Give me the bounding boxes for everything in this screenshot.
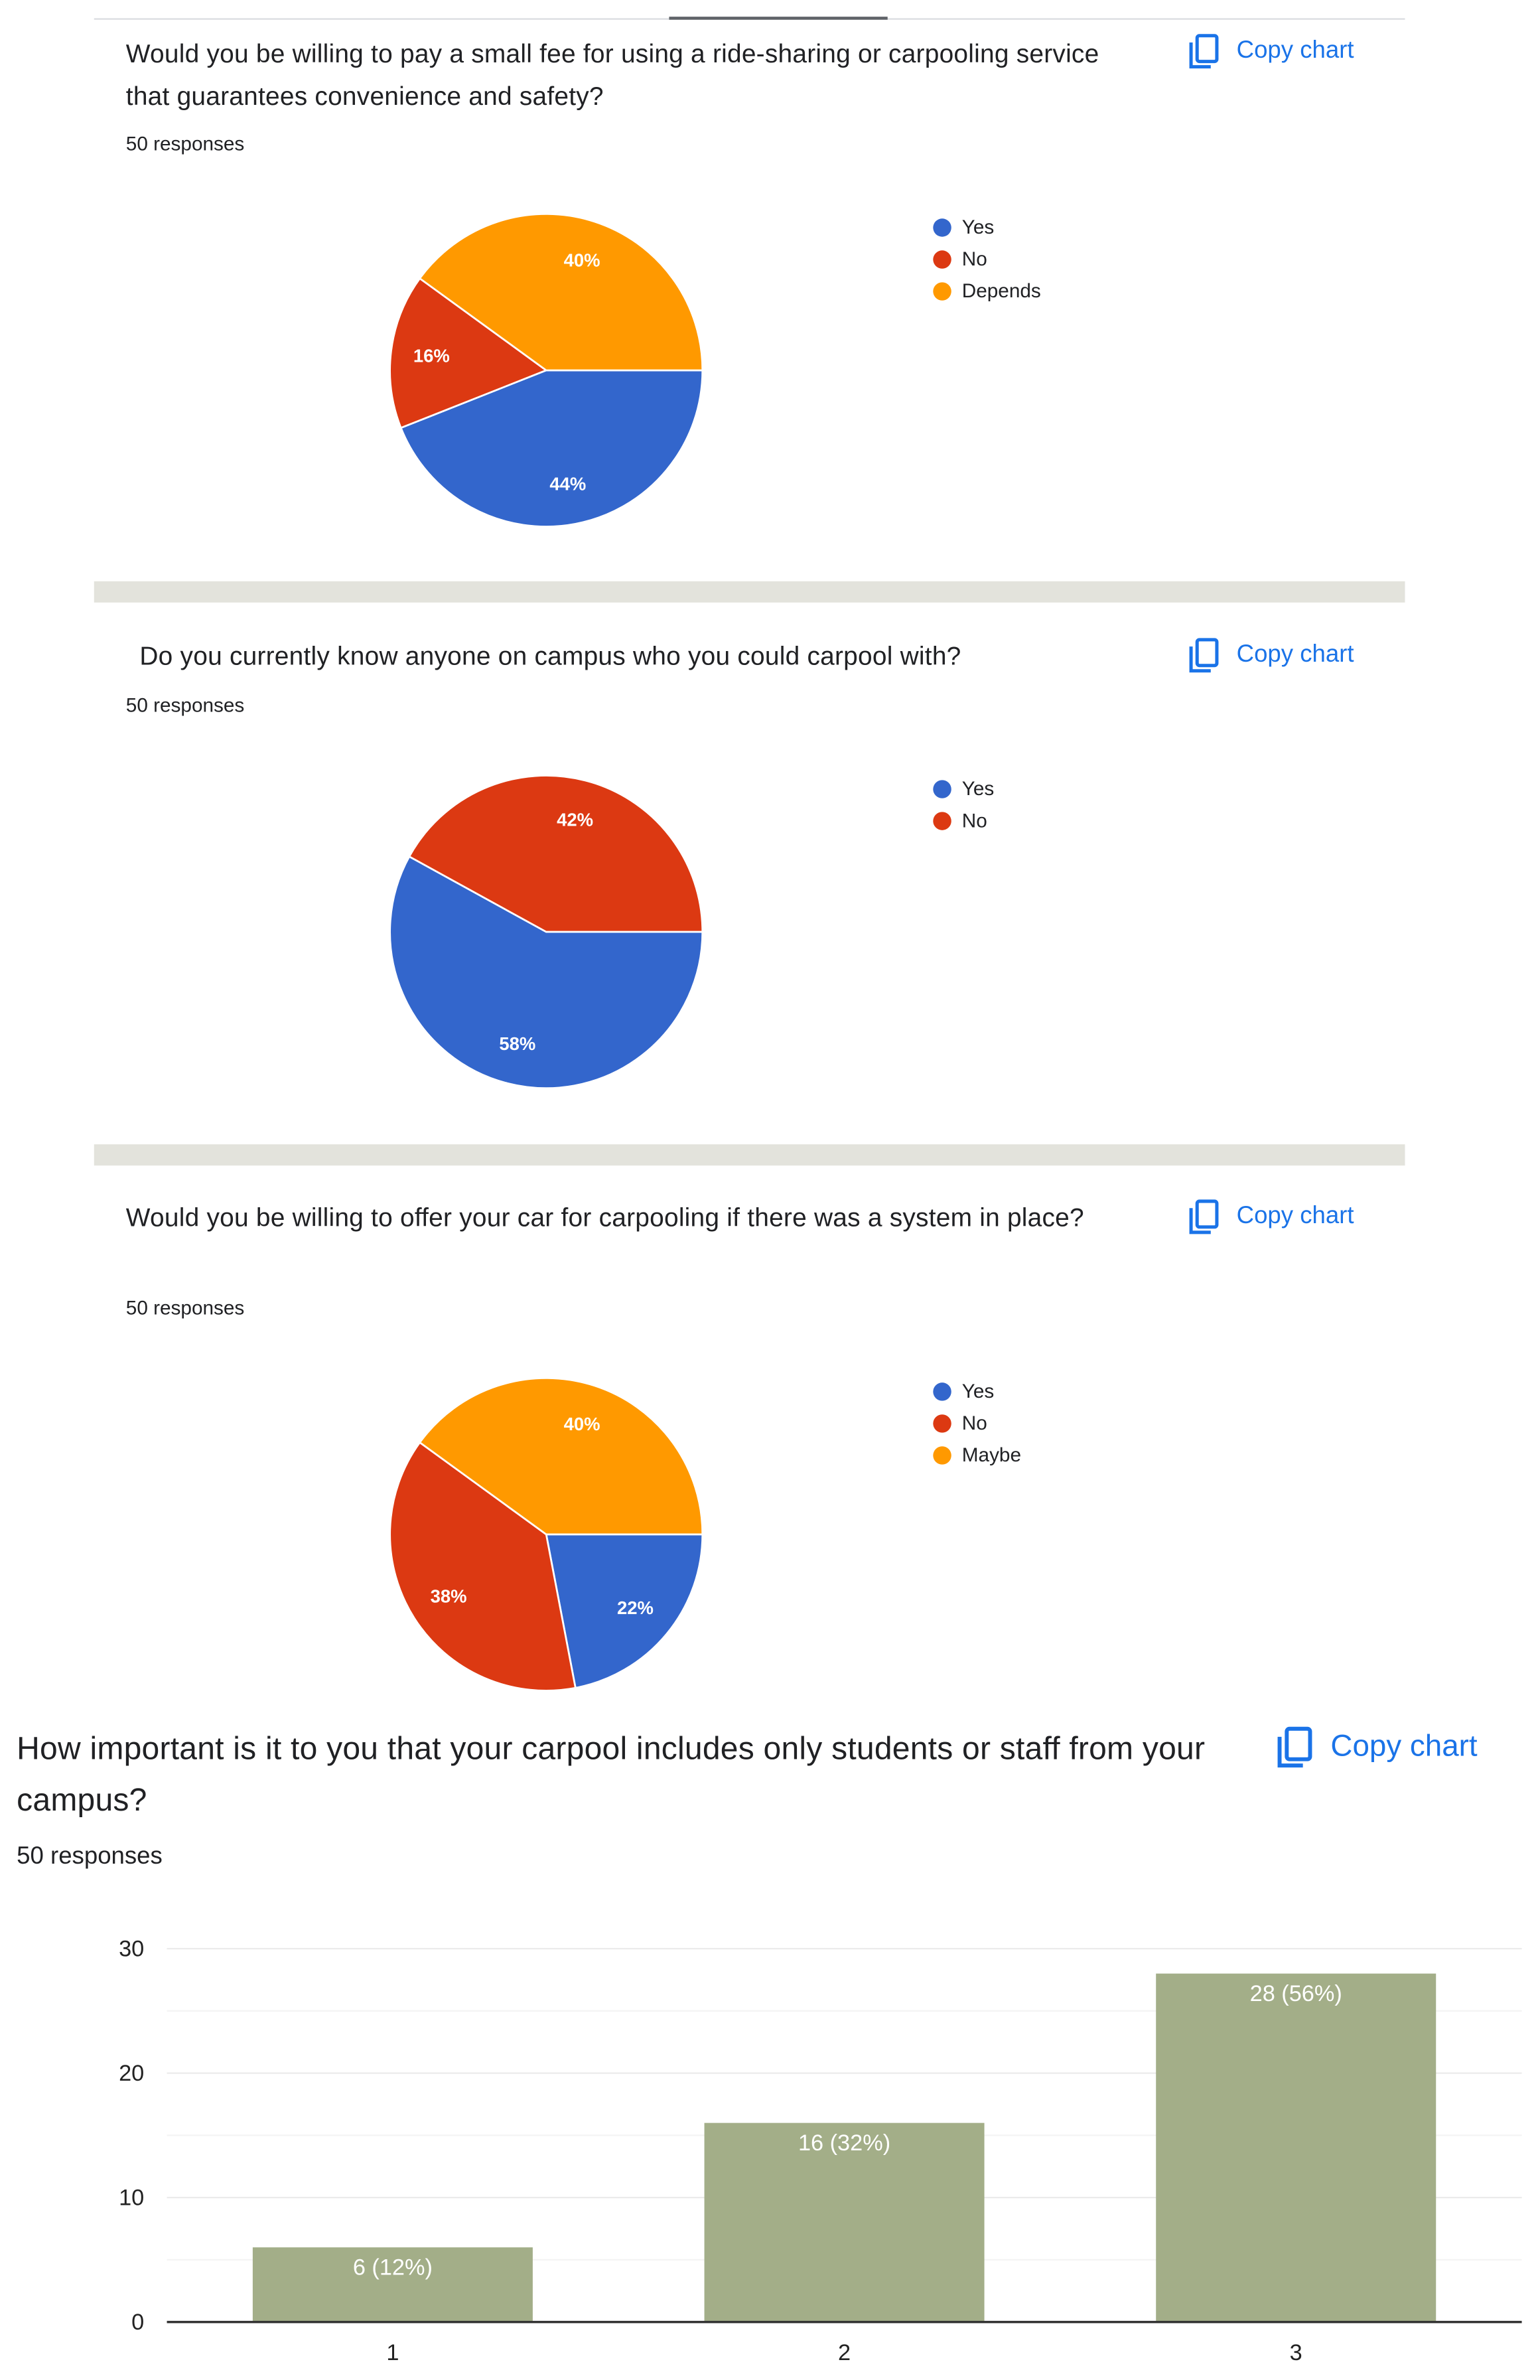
section-separator [94, 581, 1405, 603]
pie-slice-no[interactable] [389, 277, 549, 429]
bar-2[interactable] [704, 2122, 985, 2322]
slice-label: 42% [557, 809, 593, 830]
slice-label: 16% [413, 345, 450, 366]
response-count: 50 responses [125, 131, 245, 155]
copy-icon [1189, 34, 1219, 69]
section-separator [94, 1144, 1405, 1166]
pie-slice-depends[interactable] [418, 213, 704, 372]
pie-legend: Yes No Depends [933, 211, 1041, 307]
slice-label: 38% [431, 1586, 467, 1606]
legend-item: No [933, 804, 994, 836]
slice-label: 44% [549, 473, 586, 494]
slice-label: 40% [564, 250, 600, 270]
legend-swatch [933, 218, 951, 236]
bar-data-label: 6 (12%) [353, 2255, 433, 2280]
legend-label: Maybe [961, 1443, 1022, 1466]
legend-item: No [933, 1407, 1021, 1439]
legend-swatch [933, 1446, 951, 1464]
y-tick-label: 10 [119, 2186, 144, 2211]
legend-label: No [961, 808, 987, 832]
pie-chart-offer-car: 22% 38% 40% [389, 1376, 704, 1692]
legend-label: Yes [961, 777, 995, 800]
slice-label: 58% [499, 1033, 535, 1054]
pie-slice-yes[interactable] [389, 855, 704, 1089]
legend-item: Yes [933, 211, 1040, 243]
legend-label: Yes [961, 215, 995, 239]
copy-chart-button[interactable]: Copy chart [1188, 33, 1354, 70]
legend-swatch [933, 1414, 951, 1432]
copy-chart-button[interactable]: Copy chart [1188, 1199, 1354, 1235]
response-count: 50 responses [17, 1844, 163, 1870]
legend-item: Yes [933, 773, 994, 804]
pie-chart-know-carpool: 58% 42% [389, 775, 704, 1089]
legend-item: Maybe [933, 1439, 1021, 1471]
x-tick-label: 3 [1290, 2340, 1302, 2365]
pie-chart-fee: 44% 16% 40% [389, 213, 704, 528]
bar-data-label: 28 (56%) [1250, 1981, 1342, 2006]
copy-chart-label: Copy chart [1236, 642, 1354, 668]
copy-chart-button[interactable]: Copy chart [1188, 637, 1354, 674]
response-count: 50 responses [125, 694, 245, 717]
legend-item: No [933, 243, 1040, 275]
bar-3[interactable] [1156, 1973, 1436, 2322]
question-title: Would you be willing to offer your car f… [125, 1203, 1084, 1232]
y-tick-label: 0 [131, 2310, 144, 2335]
copy-chart-label: Copy chart [1330, 1730, 1478, 1764]
legend-label: No [961, 247, 987, 271]
question-title: Would you be willing to pay a small fee … [125, 39, 1099, 111]
bar-data-label: 16 (32%) [798, 2130, 890, 2156]
legend-swatch [933, 1382, 951, 1400]
response-count: 50 responses [125, 1296, 245, 1319]
active-tab-indicator [669, 17, 888, 20]
pie-slice-yes[interactable] [399, 369, 704, 528]
x-tick-label: 2 [838, 2340, 851, 2365]
pie-legend: Yes No [933, 773, 994, 836]
pie-legend: Yes No Maybe [933, 1375, 1021, 1471]
legend-label: Yes [961, 1379, 995, 1402]
legend-item: Depends [933, 275, 1041, 307]
slice-label: 40% [564, 1414, 600, 1434]
copy-icon [1189, 638, 1219, 673]
legend-swatch [933, 250, 951, 268]
legend-swatch [933, 811, 951, 830]
x-tick-label: 1 [386, 2340, 399, 2365]
copy-icon [1189, 1199, 1219, 1234]
copy-chart-button[interactable]: Copy chart [1276, 1726, 1478, 1769]
pie-slice-no[interactable] [407, 775, 704, 933]
y-tick-label: 20 [119, 2061, 144, 2086]
copy-chart-label: Copy chart [1236, 38, 1354, 64]
question-title: Do you currently know anyone on campus w… [139, 642, 961, 671]
pie-slice-maybe[interactable] [418, 1376, 704, 1536]
legend-item: Yes [933, 1375, 1021, 1407]
pie-slice-no[interactable] [389, 1441, 577, 1692]
pie-slice-yes[interactable] [545, 1533, 704, 1689]
legend-label: Depends [961, 279, 1041, 303]
copy-icon [1277, 1726, 1312, 1768]
slice-label: 22% [617, 1598, 654, 1618]
y-tick-label: 30 [119, 1937, 144, 1962]
legend-swatch [933, 281, 951, 300]
legend-swatch [933, 779, 951, 798]
question-title: How important is it to you that your car… [17, 1732, 1206, 1819]
copy-chart-label: Copy chart [1236, 1203, 1354, 1230]
bar-1[interactable] [252, 2247, 533, 2322]
legend-label: No [961, 1411, 987, 1434]
